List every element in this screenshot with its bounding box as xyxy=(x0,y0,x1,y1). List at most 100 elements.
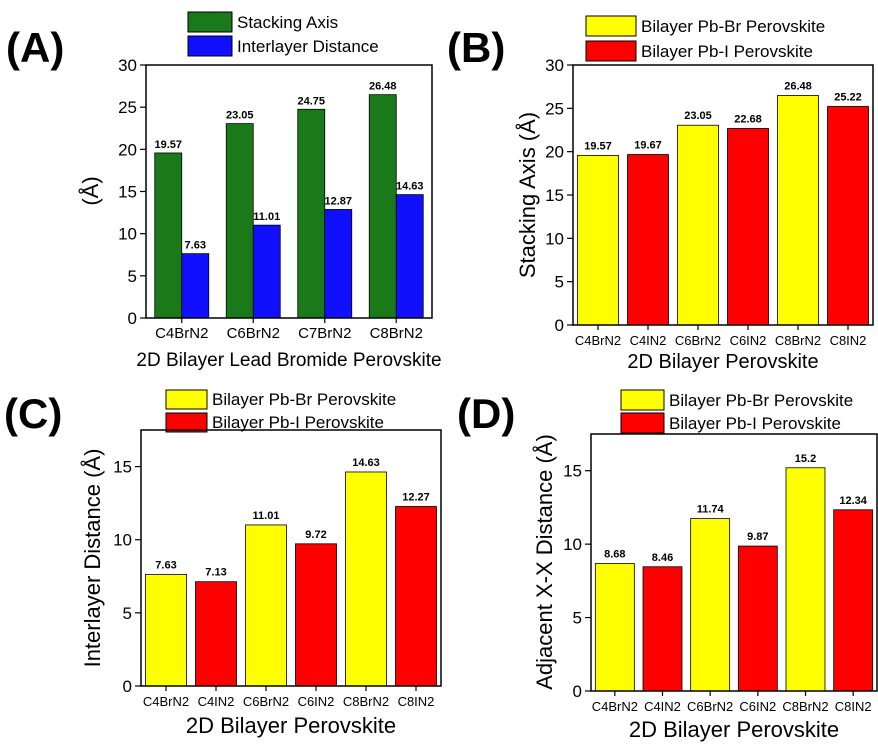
bar-value-label: 7.63 xyxy=(185,240,206,252)
y-tick-label: 0 xyxy=(573,682,582,701)
legend-swatch xyxy=(187,35,233,57)
x-tick-label: C6IN2 xyxy=(730,333,767,348)
x-tick-label: C8BrN2 xyxy=(343,694,389,709)
legend-label: Interlayer Distance xyxy=(237,37,379,56)
chart-panel-4: (D) Bilayer Pb-Br Perovskite Bilayer Pb-I … xyxy=(457,389,878,742)
x-tick-label: C6IN2 xyxy=(298,694,335,709)
y-tick-label: 10 xyxy=(563,535,582,554)
y-tick-label: 0 xyxy=(123,677,132,696)
bar-value-label: 11.01 xyxy=(253,510,280,522)
bar-value-label: 22.68 xyxy=(734,113,762,125)
bar-value-label: 11.01 xyxy=(253,211,280,223)
panel-label: (B) xyxy=(447,24,505,71)
bar-value-label: 14.63 xyxy=(396,181,424,193)
legend-swatch xyxy=(620,412,665,434)
panel-label: (D) xyxy=(457,390,515,437)
y-tick-label: 5 xyxy=(573,609,582,628)
y-tick-label: 20 xyxy=(118,140,137,159)
x-tick-label: C6BrN2 xyxy=(243,694,289,709)
bar-value-label: 12.34 xyxy=(839,495,867,507)
bar-value-label: 23.05 xyxy=(684,110,712,122)
panel-label: (A) xyxy=(6,24,64,71)
legend-label: Bilayer Pb-Br Perovskite xyxy=(641,17,825,36)
bar-value-label: 7.13 xyxy=(205,567,226,579)
x-tick-label: C4IN2 xyxy=(198,694,235,709)
bar xyxy=(827,106,869,326)
y-tick-label: 5 xyxy=(555,273,564,292)
x-tick-label: C4BrN2 xyxy=(155,325,208,342)
bar xyxy=(594,563,635,692)
y-tick-label: 15 xyxy=(118,183,137,202)
y-tick-label: 0 xyxy=(555,316,564,335)
bar xyxy=(577,154,619,326)
x-tick-label: C8IN2 xyxy=(835,699,872,714)
x-tick-label: C8BrN2 xyxy=(782,699,828,714)
y-tick-label: 5 xyxy=(123,604,132,623)
bar xyxy=(785,467,826,692)
bar xyxy=(677,124,719,326)
y-tick-label: 20 xyxy=(545,143,564,162)
x-tick-label: C6BrN2 xyxy=(227,325,280,342)
plot-frame xyxy=(140,429,442,687)
bar xyxy=(777,95,819,326)
legend-label: Bilayer Pb-I Perovskite xyxy=(669,414,841,433)
y-tick-label: 25 xyxy=(545,99,564,118)
y-axis-title: Adjacent X-X Distance (Å) xyxy=(532,434,557,690)
bar xyxy=(395,506,437,687)
legend-label: Bilayer Pb-Br Perovskite xyxy=(669,391,853,410)
y-tick-label: 10 xyxy=(118,225,137,244)
x-tick-label: C4IN2 xyxy=(630,333,667,348)
y-tick-label: 10 xyxy=(113,531,132,550)
bar-value-label: 25.22 xyxy=(834,91,862,103)
legend-swatch xyxy=(165,389,208,410)
y-tick-label: 0 xyxy=(128,309,137,328)
chart-panel-2: (B) Bilayer Pb-Br Perovskite Bilayer Pb-I … xyxy=(447,15,874,373)
bar-value-label: 9.87 xyxy=(747,531,768,543)
bar-value-label: 7.63 xyxy=(155,559,176,571)
x-tick-label: C6IN2 xyxy=(739,699,776,714)
plot-frame xyxy=(590,433,878,692)
bar xyxy=(225,123,254,319)
y-tick-label: 15 xyxy=(545,186,564,205)
bar xyxy=(642,566,683,692)
y-tick-label: 25 xyxy=(118,98,137,117)
bar xyxy=(395,194,424,319)
x-axis-title: 2D Bilayer Perovskite xyxy=(186,713,396,738)
y-tick-label: 5 xyxy=(128,267,137,286)
bar-value-label: 19.67 xyxy=(634,140,662,152)
legend-swatch xyxy=(585,40,637,62)
bar xyxy=(368,94,397,319)
bar-value-label: 14.63 xyxy=(352,457,380,469)
bar xyxy=(833,509,874,692)
bar xyxy=(252,224,281,319)
x-tick-label: C6BrN2 xyxy=(687,699,733,714)
x-axis-title: 2D Bilayer Perovskite xyxy=(627,351,818,373)
bar-value-label: 8.68 xyxy=(604,549,625,561)
legend-label: Stacking Axis xyxy=(237,13,338,32)
legend-label: Bilayer Pb-I Perovskite xyxy=(212,413,384,432)
chart-panel-1: (A) Stacking Axis Interlayer Distance 19.57… xyxy=(6,11,442,371)
bar-value-label: 12.87 xyxy=(324,195,352,207)
y-tick-label: 30 xyxy=(118,56,137,75)
y-tick-label: 15 xyxy=(563,462,582,481)
x-tick-label: C8IN2 xyxy=(830,333,867,348)
chart-panel-3: (C) Bilayer Pb-Br Perovskite Bilayer Pb-I … xyxy=(4,389,442,738)
bar-value-label: 11.74 xyxy=(697,504,725,516)
x-tick-label: C8BrN2 xyxy=(775,333,821,348)
y-axis-title: (Å) xyxy=(78,176,103,205)
bar xyxy=(245,524,287,687)
x-tick-label: C4BrN2 xyxy=(143,694,189,709)
bar xyxy=(297,108,326,319)
bar-value-label: 19.57 xyxy=(154,139,182,151)
bar xyxy=(690,518,731,692)
bar-value-label: 12.27 xyxy=(402,492,430,504)
legend-swatch xyxy=(585,15,637,37)
bar xyxy=(195,581,237,687)
x-axis-title: 2D Bilayer Perovskite xyxy=(629,717,839,742)
legend-label: Bilayer Pb-Br Perovskite xyxy=(212,390,396,409)
legend-label: Bilayer Pb-I Perovskite xyxy=(641,42,813,61)
x-tick-label: C6BrN2 xyxy=(675,333,721,348)
x-tick-label: C8BrN2 xyxy=(370,325,423,342)
bar-value-label: 9.72 xyxy=(305,529,326,541)
x-tick-label: C8IN2 xyxy=(398,694,435,709)
